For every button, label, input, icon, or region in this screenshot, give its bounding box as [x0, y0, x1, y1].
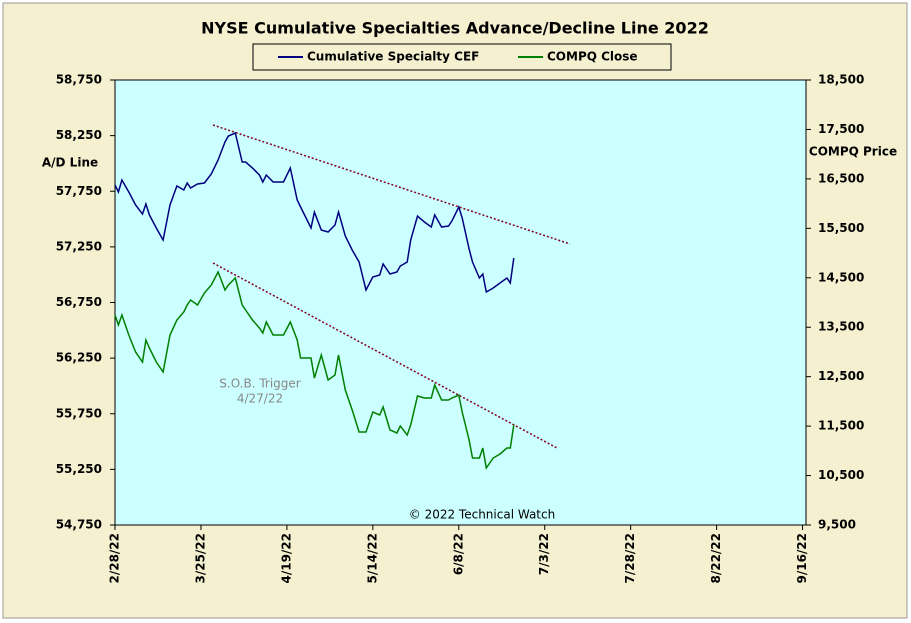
series-line	[114, 270, 515, 470]
x-tick-label: 8/22/22	[709, 533, 723, 584]
y-tick-label: 57,750	[56, 184, 102, 198]
trend-line	[212, 124, 571, 245]
y-tick-label: 58,250	[56, 128, 102, 142]
x-tick-label: 7/3/22	[537, 533, 551, 575]
x-tick-label: 3/25/22	[193, 533, 207, 584]
x-tick-label: 6/8/22	[451, 533, 465, 575]
y-tick-label: 57,250	[56, 239, 102, 253]
y-tick-label: 56,250	[56, 351, 102, 365]
y-tick-label: 55,750	[56, 406, 102, 420]
y2-tick-label: 11,500	[818, 419, 864, 433]
annotation: 4/27/22	[237, 392, 283, 406]
y-tick-label: 54,750	[56, 518, 102, 532]
y2-tick-label: 18,500	[818, 73, 864, 87]
annotation: S.O.B. Trigger	[219, 377, 301, 391]
y2-tick-label: 12,500	[818, 369, 864, 383]
y2-tick-label: 17,500	[818, 122, 864, 136]
y2-tick-label: 9,500	[818, 518, 856, 532]
y2-tick-label: 16,500	[818, 171, 864, 185]
y-tick-label: 55,250	[56, 462, 102, 476]
y-axis-label: A/D Line	[42, 156, 98, 170]
x-tick-label: 4/19/22	[279, 533, 293, 584]
legend-label: COMPQ Close	[547, 50, 638, 64]
x-tick-label: 5/14/22	[365, 533, 379, 584]
x-tick-label: 9/16/22	[795, 533, 809, 584]
series-line	[114, 131, 515, 294]
y2-tick-label: 13,500	[818, 320, 864, 334]
x-tick-label: 7/28/22	[623, 533, 637, 584]
x-tick-label: 2/28/22	[108, 533, 122, 584]
y2-tick-label: 14,500	[818, 270, 864, 284]
y2-tick-label: 15,500	[818, 221, 864, 235]
chart-title: NYSE Cumulative Specialties Advance/Decl…	[201, 19, 709, 38]
annotation: © 2022 Technical Watch	[409, 508, 555, 522]
y-tick-label: 58,750	[56, 73, 102, 87]
y-tick-label: 56,750	[56, 295, 102, 309]
legend-label: Cumulative Specialty CEF	[307, 50, 479, 64]
plot-area	[114, 79, 807, 526]
y2-tick-label: 10,500	[818, 468, 864, 482]
legend	[252, 43, 672, 71]
y2-axis-label: COMPQ Price	[809, 145, 897, 159]
trend-line	[212, 262, 558, 449]
